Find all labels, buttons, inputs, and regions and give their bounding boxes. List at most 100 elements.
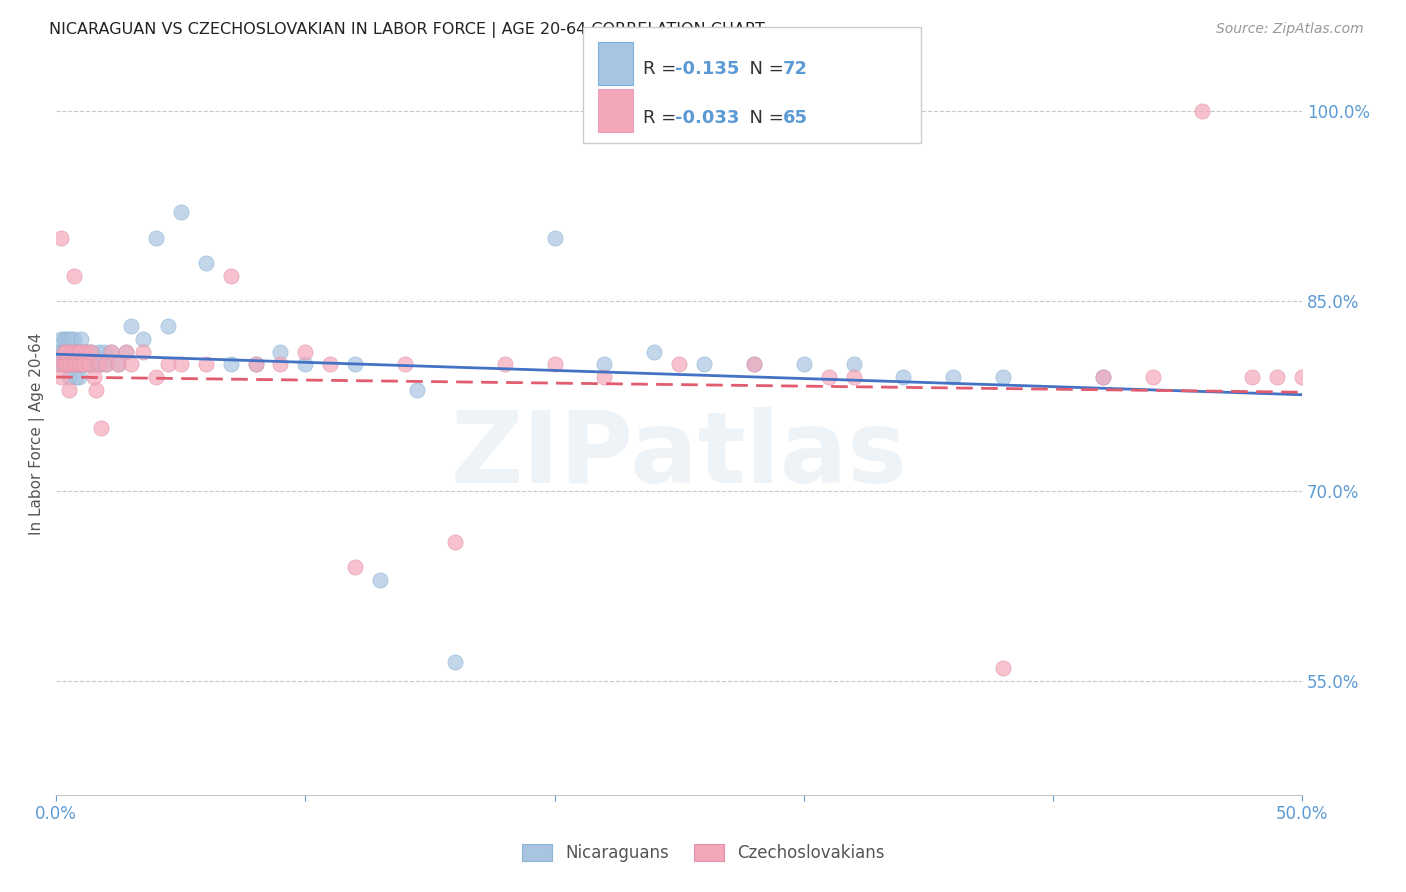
Point — [65, 344, 87, 359]
Point — [269, 357, 291, 371]
Point — [294, 344, 316, 359]
Point — [1091, 370, 1114, 384]
Text: Source: ZipAtlas.com: Source: ZipAtlas.com — [1216, 22, 1364, 37]
Point — [93, 344, 115, 359]
Point — [893, 370, 915, 384]
Point — [70, 344, 93, 359]
Point — [368, 573, 391, 587]
Point — [60, 344, 83, 359]
Point — [75, 357, 97, 371]
Point — [49, 370, 72, 384]
Point — [90, 420, 112, 434]
Point — [83, 357, 105, 371]
Text: ZIPatlas: ZIPatlas — [451, 407, 907, 504]
Point — [115, 344, 138, 359]
Text: 65: 65 — [783, 109, 808, 127]
Point — [65, 370, 87, 384]
Point — [62, 357, 84, 371]
Point — [58, 357, 80, 371]
Point — [58, 370, 80, 384]
Point — [62, 268, 84, 283]
Point — [80, 357, 103, 371]
Point — [67, 370, 90, 384]
Point — [72, 344, 94, 359]
Point — [58, 383, 80, 397]
Point — [194, 357, 217, 371]
Point — [120, 319, 142, 334]
Point — [55, 332, 77, 346]
Y-axis label: In Labor Force | Age 20-64: In Labor Force | Age 20-64 — [30, 333, 45, 535]
Point — [49, 344, 72, 359]
Point — [100, 344, 122, 359]
Text: -0.033: -0.033 — [675, 109, 740, 127]
Point — [219, 357, 242, 371]
Point — [742, 357, 765, 371]
Point — [67, 344, 90, 359]
Point — [70, 332, 93, 346]
Point — [1341, 370, 1364, 384]
Point — [94, 357, 117, 371]
Point — [55, 357, 77, 371]
Point — [84, 383, 107, 397]
Point — [58, 357, 80, 371]
Point — [817, 370, 839, 384]
Point — [593, 357, 616, 371]
Text: R =: R = — [643, 109, 682, 127]
Point — [49, 357, 72, 371]
Point — [942, 370, 965, 384]
Point — [52, 332, 75, 346]
Point — [170, 205, 193, 219]
Point — [60, 357, 83, 371]
Point — [84, 357, 107, 371]
Point — [170, 357, 193, 371]
Point — [67, 357, 90, 371]
Point — [70, 357, 93, 371]
Point — [80, 344, 103, 359]
Point — [219, 268, 242, 283]
Point — [65, 357, 87, 371]
Point — [344, 357, 367, 371]
Legend: Nicaraguans, Czechoslovakians: Nicaraguans, Czechoslovakians — [513, 836, 893, 871]
Point — [48, 357, 70, 371]
Point — [494, 357, 516, 371]
Point — [65, 344, 87, 359]
Point — [120, 357, 142, 371]
Point — [643, 344, 665, 359]
Point — [793, 357, 815, 371]
Point — [132, 344, 155, 359]
Text: R =: R = — [643, 60, 682, 78]
Point — [100, 344, 122, 359]
Point — [83, 370, 105, 384]
Point — [75, 344, 97, 359]
Point — [991, 661, 1014, 675]
Point — [52, 357, 75, 371]
Point — [65, 357, 87, 371]
Point — [842, 370, 865, 384]
Point — [107, 357, 129, 371]
Point — [668, 357, 690, 371]
Point — [294, 357, 316, 371]
Point — [58, 332, 80, 346]
Text: -0.135: -0.135 — [675, 60, 740, 78]
Point — [132, 332, 155, 346]
Point — [1316, 370, 1339, 384]
Point — [1142, 370, 1164, 384]
Point — [145, 230, 167, 244]
Point — [842, 357, 865, 371]
Point — [319, 357, 342, 371]
Point — [107, 357, 129, 371]
Point — [52, 344, 75, 359]
Point — [49, 230, 72, 244]
Point — [593, 370, 616, 384]
Point — [60, 332, 83, 346]
Point — [543, 357, 565, 371]
Point — [269, 344, 291, 359]
Point — [991, 370, 1014, 384]
Point — [67, 357, 90, 371]
Point — [55, 357, 77, 371]
Point — [157, 319, 180, 334]
Point — [62, 357, 84, 371]
Point — [194, 256, 217, 270]
Text: 72: 72 — [783, 60, 808, 78]
Text: N =: N = — [738, 60, 790, 78]
